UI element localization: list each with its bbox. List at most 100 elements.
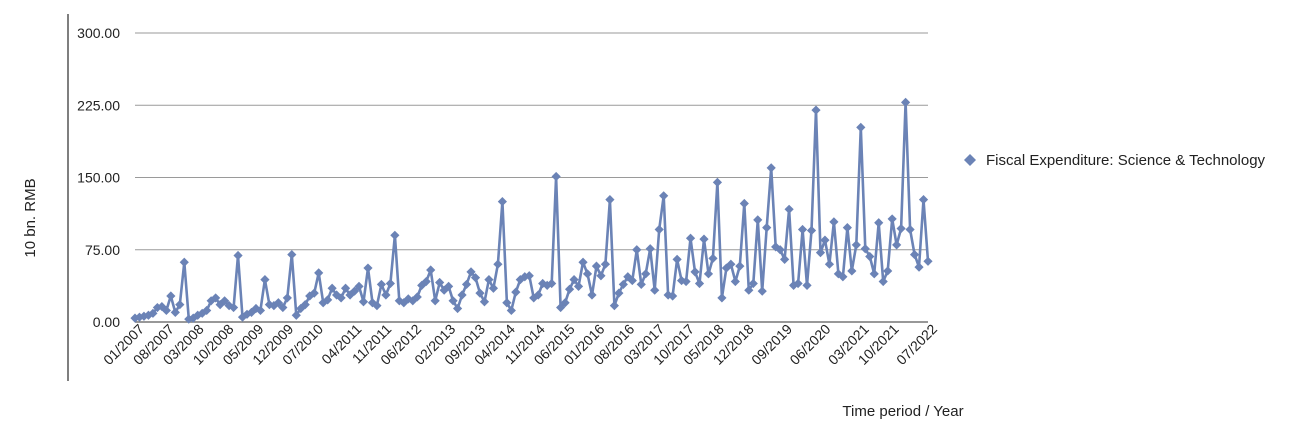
data-point [900,97,911,107]
data-point [829,217,839,227]
data-point [659,191,669,201]
data-point [327,283,337,293]
x-tick-label: 09/2019 [748,321,795,368]
data-point [811,105,821,115]
data-point [435,277,445,288]
data-point [349,286,360,296]
data-point [278,302,288,313]
data-point [336,293,346,303]
data-point [314,268,324,278]
data-point [421,276,431,287]
data-point [918,195,929,205]
data-point [650,285,660,295]
data-point [264,300,275,310]
data-point [466,267,476,277]
x-axis-title: Time period / Year [842,403,963,420]
data-point [712,177,723,187]
data-point [591,261,602,271]
data-point [627,275,637,286]
data-point [511,287,521,297]
data-point [273,298,283,308]
data-point [851,240,861,250]
data-point [323,295,333,305]
data-point [448,296,458,306]
series-markers [130,97,933,324]
data-point [148,308,158,318]
data-point [905,224,915,235]
data-point [815,248,826,258]
y-axis-title: 10 bn. RMB [22,178,39,257]
data-point [282,293,292,303]
legend-marker [964,154,976,166]
data-point [699,234,709,244]
data-point [874,218,884,228]
data-point [730,276,740,287]
data-point [452,303,463,314]
data-point [220,296,230,306]
x-tick-label: 06/2020 [786,321,833,368]
y-tick-label: 150.00 [77,170,120,186]
data-point [609,301,619,311]
data-point [914,262,924,272]
data-point [224,301,234,311]
data-point [564,284,575,294]
data-point [206,296,216,306]
data-point [632,245,642,255]
data-point [878,276,888,287]
data-point [685,233,696,243]
data-point [672,254,682,264]
data-point [309,288,319,298]
data-point [246,307,257,317]
data-point [461,279,472,290]
data-point [780,254,790,264]
data-point [358,297,369,307]
data-point [569,275,579,285]
data-point [470,273,481,283]
data-point [641,269,651,279]
data-point [524,271,534,281]
y-tick-label: 300.00 [77,25,120,41]
data-point [161,305,171,316]
legend: Fiscal Expenditure: Science & Technology [964,152,1266,169]
data-point [417,280,427,290]
data-point [793,278,803,289]
data-point [739,198,749,209]
data-point [775,245,785,255]
data-point [645,244,655,254]
data-point [847,266,857,276]
data-point [255,305,266,316]
legend-label: Fiscal Expenditure: Science & Technology [986,152,1266,169]
data-point [681,276,691,287]
data-point [394,296,404,306]
data-point [573,281,584,291]
data-point [784,204,794,214]
data-point [753,215,763,225]
data-point [654,224,664,235]
data-point [479,297,490,307]
data-point [426,265,436,275]
data-point [233,250,243,261]
data-point [179,257,189,267]
data-point [605,195,615,205]
data-point [717,293,727,303]
data-point [484,275,494,285]
data-point [251,303,261,314]
data-point [493,259,503,269]
data-point [923,256,933,266]
data-point [600,259,611,269]
data-point [865,251,875,262]
data-point [287,249,297,260]
data-point [381,290,391,300]
data-point [457,290,467,300]
data-point [842,222,852,233]
data-point [748,278,758,289]
data-point [744,285,754,295]
y-tick-labels: 0.00 75.00 150.00 225.00 300.00 [77,25,120,330]
data-point [587,290,597,300]
data-point [166,291,176,301]
data-point [721,263,731,273]
data-point [860,244,870,254]
data-point [475,288,485,298]
data-point [363,263,373,273]
